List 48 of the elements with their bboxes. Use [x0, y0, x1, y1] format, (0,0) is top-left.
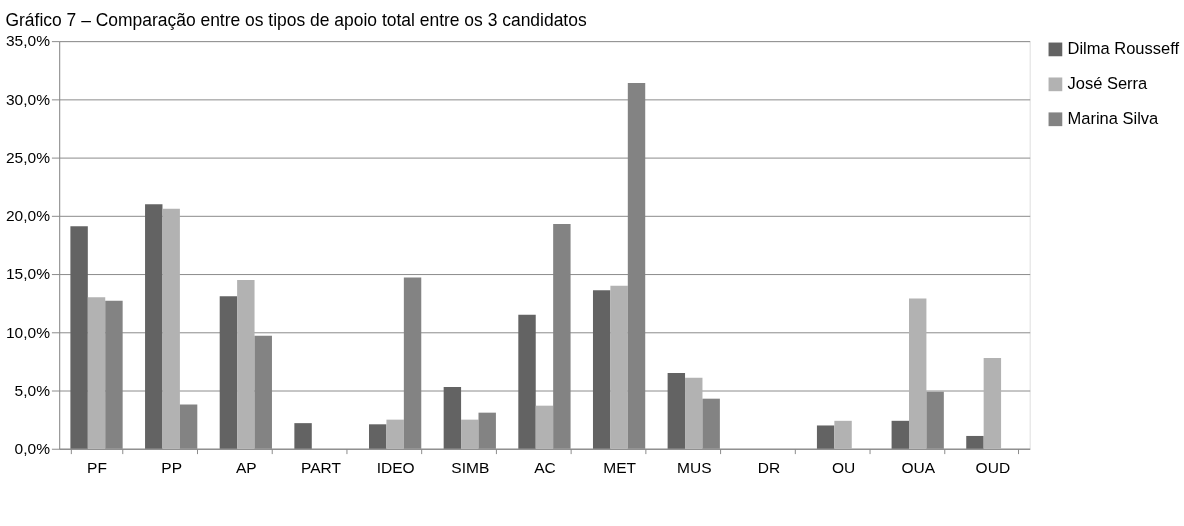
y-tick-label: 5,0% [14, 381, 51, 399]
y-tick-label: 15,0% [5, 265, 51, 283]
bar [294, 423, 312, 449]
x-tick-label: MUS [677, 458, 712, 476]
bar [219, 296, 238, 449]
x-tick-label: AC [534, 458, 556, 476]
x-tick-label: DR [757, 458, 781, 476]
bar [834, 420, 852, 449]
y-tick-label: 0,0% [14, 440, 51, 458]
bar [443, 387, 462, 449]
bar [966, 435, 984, 449]
bar [535, 405, 554, 449]
bar [610, 285, 628, 449]
bar [70, 226, 88, 449]
chart-title: Gráfico 7 – Comparação entre os tipos de apoio total entre os 3 candidatos [5, 9, 587, 30]
x-tick-label: OUD [975, 458, 1011, 476]
bar [983, 357, 1002, 449]
bar [909, 298, 927, 449]
bar [369, 424, 387, 449]
x-tick-label: MET [603, 458, 637, 476]
bar [816, 425, 835, 449]
bar [461, 419, 479, 449]
bar [237, 279, 255, 449]
x-tick-label: OUA [901, 458, 936, 476]
legend-label: Dilma Rousseff [1067, 39, 1180, 58]
x-tick-label: AP [235, 458, 257, 476]
x-tick-label: SIMB [451, 458, 490, 476]
bar [667, 373, 686, 449]
bar [87, 297, 106, 449]
x-tick-label: PP [161, 458, 183, 476]
bar [145, 204, 163, 449]
legend-label: José Serra [1067, 74, 1149, 93]
bar [685, 377, 703, 449]
bar [592, 290, 611, 449]
y-tick-label: 20,0% [5, 207, 51, 225]
y-tick-label: 30,0% [5, 90, 51, 108]
x-tick-label: PART [300, 458, 342, 476]
bar [162, 208, 180, 449]
y-tick-label: 25,0% [5, 148, 51, 166]
y-tick-label: 10,0% [5, 323, 51, 341]
bar [891, 420, 909, 449]
x-tick-label: OU [831, 458, 856, 476]
x-tick-label: PF [87, 458, 107, 476]
bar [518, 314, 536, 449]
legend-label: Marina Silva [1067, 109, 1160, 128]
y-tick-label: 35,0% [5, 32, 51, 50]
x-tick-label: IDEO [376, 458, 415, 476]
bar [386, 419, 404, 449]
